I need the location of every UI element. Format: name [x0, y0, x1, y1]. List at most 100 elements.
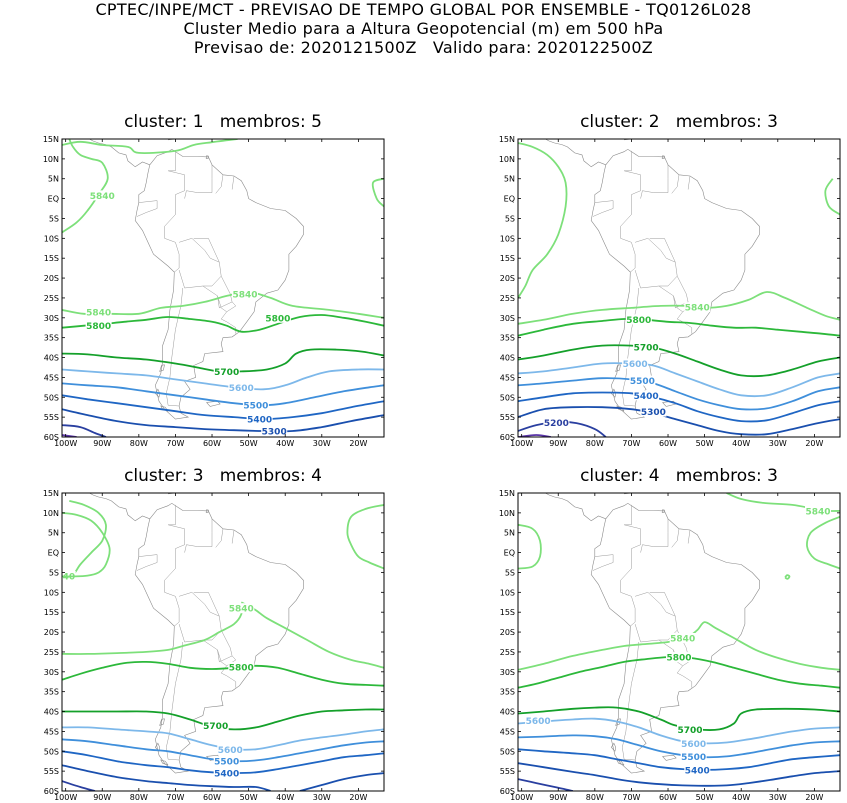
contour-label-bg	[543, 417, 570, 428]
contour-line-5700	[62, 348, 384, 373]
contour-label-bg	[677, 724, 703, 735]
lat-tick-label: 10S	[500, 588, 515, 597]
contour-line-5840	[62, 604, 243, 655]
country-border	[673, 295, 683, 313]
contour-line-5800	[62, 660, 384, 687]
lon-tick-label: 30W	[769, 793, 787, 802]
coastline-segment	[89, 493, 150, 522]
lat-tick-label: 45S	[500, 373, 515, 382]
coastline	[134, 502, 304, 774]
lat-tick-label: 55S	[44, 413, 59, 422]
contour-line-5300	[518, 406, 840, 436]
panel-4-title: cluster: 4 membros: 3	[580, 466, 778, 486]
map-frame	[61, 492, 385, 792]
country-border	[620, 504, 641, 623]
lon-tick-label: 60W	[203, 793, 221, 802]
contour-label-bg	[264, 312, 291, 323]
contour-label-bg	[680, 738, 707, 749]
lat-tick-label: 10N	[43, 509, 59, 518]
contour-label-bg	[669, 633, 696, 643]
lat-tick-label: 5N	[504, 175, 515, 184]
country-border	[193, 592, 220, 617]
panel-3-title: cluster: 3 membros: 4	[124, 466, 322, 486]
country-border	[178, 238, 222, 289]
lat-tick-label: 25S	[44, 294, 59, 303]
country-border	[174, 621, 180, 627]
header-line-3: Previsao de: 2020121500Z Valido para: 20…	[193, 38, 654, 57]
contour-line-5400	[518, 748, 840, 771]
contour-label-bg	[228, 662, 255, 672]
contour-label: 5700	[634, 343, 659, 353]
contour-line-5400	[62, 394, 384, 421]
lon-tick-label: 30W	[313, 439, 331, 448]
lat-tick-label: 35S	[44, 688, 59, 697]
lat-tick-label: 45S	[44, 727, 59, 736]
contour-label: 5700	[203, 722, 228, 732]
contour-label-bg	[213, 756, 240, 767]
island	[615, 364, 621, 372]
lat-tick-label: 15S	[44, 608, 59, 617]
lat-tick-label: 30S	[500, 314, 515, 323]
country-border	[687, 175, 691, 190]
contour-line-5700	[62, 708, 384, 731]
contour-label: 5400	[214, 770, 239, 780]
contour-label-bg	[213, 366, 240, 377]
lat-tick-label: 5S	[49, 568, 59, 577]
island	[159, 364, 165, 372]
country-border	[164, 504, 185, 623]
contour-label-bg	[805, 505, 831, 516]
country-border	[215, 174, 224, 194]
coastline	[134, 148, 304, 420]
lat-tick-label: 15S	[500, 254, 515, 263]
lat-tick-label: 5N	[48, 529, 59, 538]
lat-tick-label: 15S	[500, 608, 515, 617]
lat-tick-label: 10N	[43, 155, 59, 164]
contour-line-5200	[518, 778, 574, 791]
lat-tick-label: 20S	[44, 274, 59, 283]
lat-tick-label: EQ	[504, 195, 515, 204]
country-border	[202, 629, 233, 663]
header-line-1: CPTEC/INPE/MCT - PREVISAO DE TEMPO GLOBA…	[95, 0, 752, 19]
country-border	[166, 287, 184, 407]
contour-line-5840	[62, 500, 107, 578]
lat-tick-label: 20S	[500, 628, 515, 637]
contour-line-5840	[518, 142, 568, 299]
country-border	[592, 554, 614, 571]
island	[205, 155, 210, 159]
contour-label: 5300	[641, 408, 666, 418]
island	[159, 718, 165, 726]
lat-tick-label: 10S	[500, 234, 515, 243]
contour-label: 5840	[229, 605, 254, 615]
lat-tick-label: 10S	[44, 588, 59, 597]
lon-tick-label: 50W	[240, 793, 258, 802]
lon-tick-label: 100W	[510, 439, 533, 448]
lat-tick-label: 5N	[504, 529, 515, 538]
lat-tick-label: 10S	[44, 234, 59, 243]
lat-tick-label: 50S	[500, 747, 515, 756]
contour-line-5840	[371, 177, 384, 208]
contour-label: 5800	[666, 654, 691, 664]
lon-tick-label: 30W	[769, 439, 787, 448]
coastline-segment	[125, 493, 126, 494]
coastline-segment	[545, 139, 606, 168]
lat-tick-label: 45S	[500, 727, 515, 736]
lon-tick-label: 80W	[130, 439, 148, 448]
island	[206, 400, 221, 407]
contour-line-5800	[62, 314, 384, 333]
contour-label-bg	[680, 751, 707, 762]
lon-tick-label: 60W	[659, 793, 677, 802]
lat-tick-label: 30S	[44, 668, 59, 677]
contour-line-5300	[62, 408, 384, 433]
coastline-segment	[581, 139, 582, 140]
country-border	[136, 554, 158, 571]
contour-line-5500	[518, 377, 840, 411]
lat-tick-label: 45S	[44, 373, 59, 382]
lon-tick-label: 20W	[805, 439, 823, 448]
lon-tick-label: 80W	[130, 793, 148, 802]
contour-line-5300	[518, 762, 840, 787]
coastline-segment	[89, 139, 150, 168]
map-panel-1-svg: 5840 5840 5840 5800 5800 5700 5600 5500 5400 5300…	[43, 135, 385, 448]
lat-tick-label: 15N	[43, 135, 59, 144]
contour-line-5840	[518, 523, 542, 570]
contour-label-bg	[629, 375, 656, 386]
